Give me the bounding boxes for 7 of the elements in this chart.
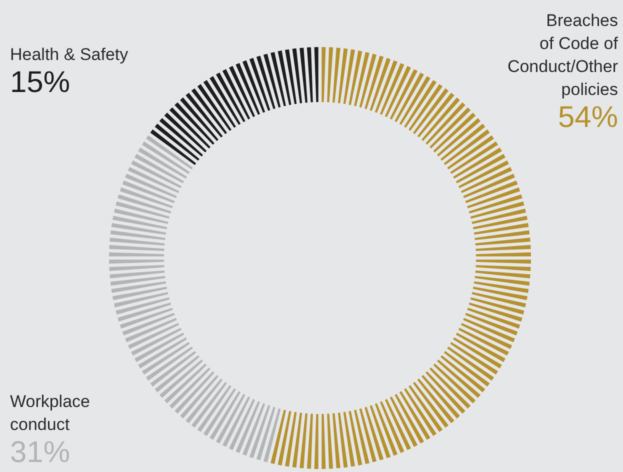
data-label: 54% bbox=[558, 101, 618, 134]
donut-slice bbox=[109, 134, 282, 462]
slice-label: Breaches of Code of Conduct/Other policies bbox=[507, 11, 618, 99]
data-label: 15% bbox=[10, 66, 70, 99]
donut-slice bbox=[149, 47, 320, 166]
slice-label: Health & Safety bbox=[10, 45, 129, 64]
slice-label: Workplace conduct bbox=[10, 392, 90, 434]
